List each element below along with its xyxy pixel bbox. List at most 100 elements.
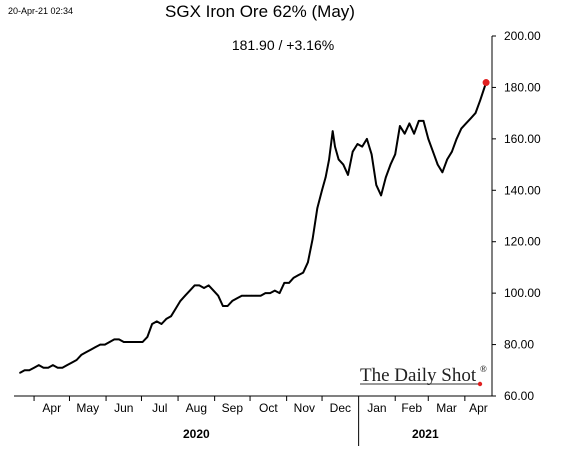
data-point: [37, 364, 40, 366]
data-point: [394, 153, 397, 156]
data-point: [104, 343, 106, 346]
data-point: [108, 341, 111, 343]
data-point: [297, 274, 300, 276]
x-tick-label: Jun: [114, 401, 133, 415]
y-axis-ticks: 60.00 80.00 100.00 120.00 140.00 160.00 180.00…: [492, 29, 541, 403]
data-point: [19, 372, 21, 374]
watermark-text: The Daily Shot: [360, 365, 477, 386]
data-point: [474, 112, 477, 114]
data-point: [432, 150, 434, 153]
data-point: [384, 176, 387, 179]
data-point: [324, 176, 327, 179]
year-label: 2021: [412, 427, 439, 441]
data-point: [389, 163, 392, 166]
data-point: [455, 138, 458, 140]
x-tick-label: Feb: [401, 401, 422, 415]
watermark-dot: [477, 381, 483, 387]
data-point: [226, 305, 229, 307]
data-point: [418, 120, 420, 122]
data-point: [460, 127, 463, 130]
data-point: [28, 369, 31, 372]
data-point: [337, 158, 340, 161]
data-point: [351, 150, 354, 153]
data-point: [316, 207, 319, 210]
x-tick-label: Nov: [294, 401, 315, 415]
x-tick-label: Jul: [152, 401, 167, 415]
x-tick-label: Dec: [330, 401, 351, 415]
data-point: [441, 171, 444, 174]
data-point: [427, 138, 430, 140]
data-point: [469, 117, 472, 120]
data-point: [71, 361, 73, 364]
x-tick-label: Sep: [222, 401, 244, 415]
data-point: [259, 294, 262, 297]
data-point: [151, 323, 153, 325]
data-point: [231, 300, 234, 302]
data-point: [179, 300, 182, 302]
data-point: [321, 189, 323, 192]
data-point: [203, 287, 205, 289]
data-point: [66, 364, 68, 366]
data-point: [342, 163, 345, 166]
x-tick-label: Apr: [469, 401, 488, 415]
data-point: [189, 289, 191, 292]
watermark-registered-mark: ®: [480, 364, 487, 374]
data-point: [89, 348, 92, 351]
y-tick-label: 100.00: [504, 286, 541, 300]
data-point: [465, 122, 467, 125]
data-point: [85, 351, 87, 354]
data-point: [334, 145, 336, 148]
data-point: [380, 194, 382, 197]
x-tick-label: Oct: [259, 401, 278, 415]
data-point: [446, 158, 448, 161]
data-point: [198, 284, 201, 287]
data-point: [156, 320, 158, 323]
data-point: [288, 282, 290, 284]
y-tick-label: 60.00: [504, 389, 534, 403]
data-point: [264, 292, 267, 294]
data-point: [302, 271, 304, 274]
y-tick-label: 140.00: [504, 183, 541, 197]
data-point: [361, 145, 363, 148]
y-tick-label: 160.00: [504, 132, 541, 146]
data-point: [236, 297, 238, 300]
data-point: [193, 284, 196, 287]
data-point: [250, 294, 253, 297]
data-point: [118, 338, 120, 341]
data-point: [283, 282, 286, 284]
data-point: [311, 238, 314, 240]
data-point: [52, 364, 54, 366]
data-point: [356, 143, 359, 145]
data-point: [94, 346, 97, 348]
data-point: [413, 132, 415, 135]
data-point: [269, 292, 271, 294]
x-tick-label: Aug: [186, 401, 207, 415]
y-tick-label: 120.00: [504, 235, 541, 249]
data-point: [370, 153, 373, 156]
data-point: [331, 130, 334, 132]
data-point: [61, 366, 64, 369]
data-point: [56, 366, 59, 369]
data-point: [207, 284, 210, 287]
data-point: [347, 174, 349, 176]
data-point: [170, 315, 172, 318]
data-point: [212, 289, 215, 292]
x-tick-label: Mar: [436, 401, 457, 415]
y-tick-label: 180.00: [504, 80, 541, 94]
data-point: [328, 158, 330, 161]
data-point: [217, 294, 219, 297]
data-point: [132, 341, 135, 343]
data-point: [240, 294, 243, 297]
end-point-marker: [482, 79, 490, 87]
data-point: [292, 276, 295, 279]
data-point: [375, 184, 378, 186]
data-point: [451, 150, 453, 153]
data-point: [245, 294, 248, 297]
x-axis-ticks: Apr May Jun Jul Aug Sep Oct Nov Dec Jan Feb Mar Apr: [33, 396, 488, 446]
data-point: [274, 289, 276, 292]
data-point: [75, 359, 78, 361]
data-point: [141, 341, 144, 343]
data-point: [255, 294, 257, 297]
data-point: [165, 318, 168, 320]
